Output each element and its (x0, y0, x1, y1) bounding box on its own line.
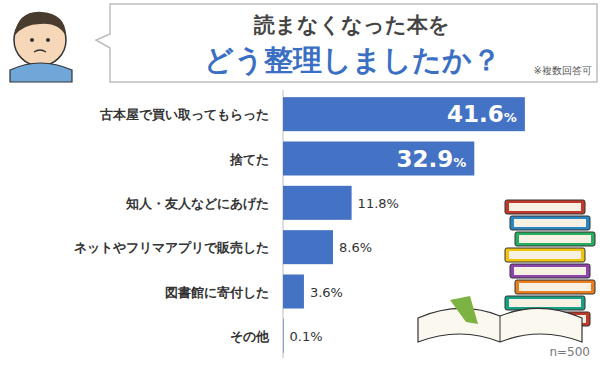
icon-eye (46, 38, 50, 42)
category-label: 図書館に寄付した (165, 285, 269, 300)
category-label: ネットやフリマアプリで販売した (74, 240, 269, 255)
icon-hair (14, 12, 66, 36)
icon-body (10, 63, 72, 82)
bar (283, 97, 525, 131)
book (510, 264, 590, 278)
icon-mouth (34, 50, 46, 52)
header-bubble (96, 4, 597, 82)
book (515, 232, 595, 246)
data-label: 8.6% (339, 240, 372, 255)
subtitle: どう整理しましたか？ (204, 43, 501, 77)
open-book-spine (500, 316, 501, 342)
category-label: その他 (230, 329, 270, 344)
book (505, 248, 585, 262)
data-label: 0.1% (290, 329, 323, 344)
book-pages (519, 235, 591, 243)
data-label-number: 32.9 (397, 146, 454, 172)
bar (283, 142, 474, 176)
books-illustration (418, 200, 595, 342)
category-label: 捨てた (229, 152, 269, 167)
book (505, 200, 585, 214)
data-label: 41.6% (447, 101, 517, 127)
book (510, 216, 590, 230)
person-icon (10, 12, 72, 82)
icon-eye (30, 38, 34, 42)
bar (283, 319, 284, 353)
data-label: 11.8% (358, 196, 399, 211)
book-pages (514, 219, 586, 227)
data-label-number: 41.6 (447, 101, 504, 127)
open-book (418, 308, 582, 342)
data-label-unit: % (453, 155, 466, 170)
bar (283, 186, 352, 220)
book-pages (514, 267, 586, 275)
category-label: 古本屋で買い取ってもらった (99, 107, 269, 122)
book-pages (519, 283, 591, 291)
note: ※複数回答可 (534, 65, 592, 76)
bookmark (450, 296, 478, 324)
data-label: 32.9% (397, 146, 467, 172)
chart-root: 読まなくなった本をどう整理しましたか？ ※複数回答可 n=500 古本屋で買い取っても… (0, 0, 600, 376)
category-label: 知人・友人などにあげた (125, 196, 269, 211)
book-pages (509, 299, 581, 307)
bar (283, 230, 333, 264)
bars (283, 97, 525, 353)
book-pages (509, 251, 581, 259)
sample-size: n=500 (549, 345, 590, 359)
data-label-unit: % (504, 110, 517, 125)
bar (283, 275, 304, 309)
book (515, 280, 595, 294)
data-label: 3.6% (310, 285, 343, 300)
book (505, 296, 585, 310)
book-pages (509, 203, 581, 211)
title: 読まなくなった本を (253, 13, 450, 37)
